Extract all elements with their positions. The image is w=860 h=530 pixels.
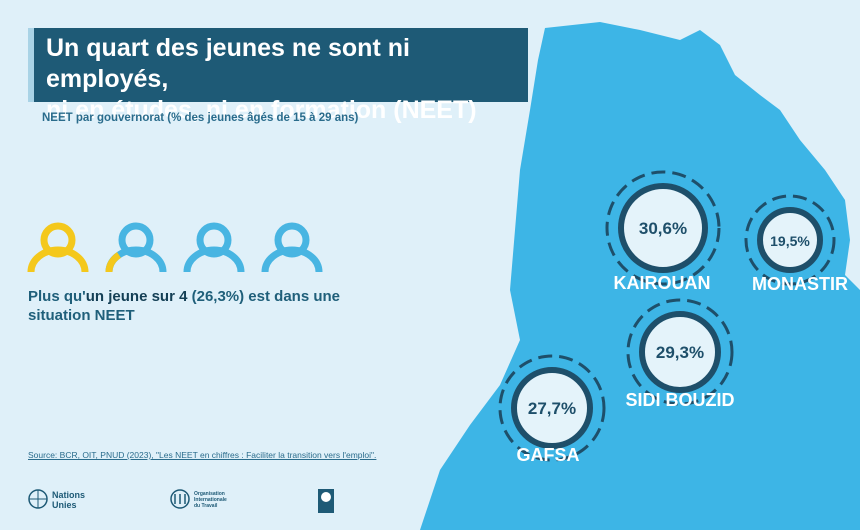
- region-name: MONASTIR: [752, 274, 848, 294]
- summary-bold: un jeune sur 4: [85, 288, 188, 305]
- summary-text: (26,3%) est dans une situation NEET: [28, 288, 341, 324]
- title-banner: Un quart des jeunes ne sont ni employés,…: [28, 28, 528, 124]
- dashed-ring: [605, 170, 721, 286]
- value-circle: [757, 207, 823, 273]
- summary-text: Plus qu': [28, 288, 86, 305]
- summary: Plus qu'un jeune sur 4 (26,3%) est dans …: [28, 287, 348, 325]
- un-logo: [28, 489, 48, 509]
- region-value: 30,6%: [639, 219, 687, 238]
- ilo-logo-text: Organisation Internationale du Travail: [194, 491, 227, 509]
- value-circle: [511, 367, 593, 449]
- source: Source: BCR, OIT, PNUD (2023), "Les NEET…: [28, 450, 377, 460]
- region-value: 19,5%: [770, 233, 810, 249]
- value-circle: [639, 311, 721, 393]
- dashed-ring: [744, 194, 836, 286]
- dashed-ring: [626, 298, 734, 406]
- subtitle: NEET par gouvernorat (% des jeunes âgés …: [42, 112, 359, 124]
- dashed-ring: [498, 354, 606, 462]
- ilo-logo: [170, 489, 190, 509]
- region-value: 29,3%: [656, 343, 704, 362]
- region-value: 27,7%: [528, 399, 576, 418]
- person-icons: [27, 222, 323, 273]
- region-name: SIDI BOUZID: [625, 390, 734, 410]
- undp-logo: [318, 489, 334, 513]
- un-logo-text: Nations Unies: [52, 490, 86, 510]
- region-name: KAIROUAN: [614, 273, 711, 293]
- title-line: Un quart des jeunes ne sont ni employés,: [46, 34, 410, 93]
- title-line: ni en études, ni en formation (NEET): [46, 96, 477, 124]
- region-name: GAFSA: [517, 445, 580, 465]
- value-circle: [618, 183, 708, 273]
